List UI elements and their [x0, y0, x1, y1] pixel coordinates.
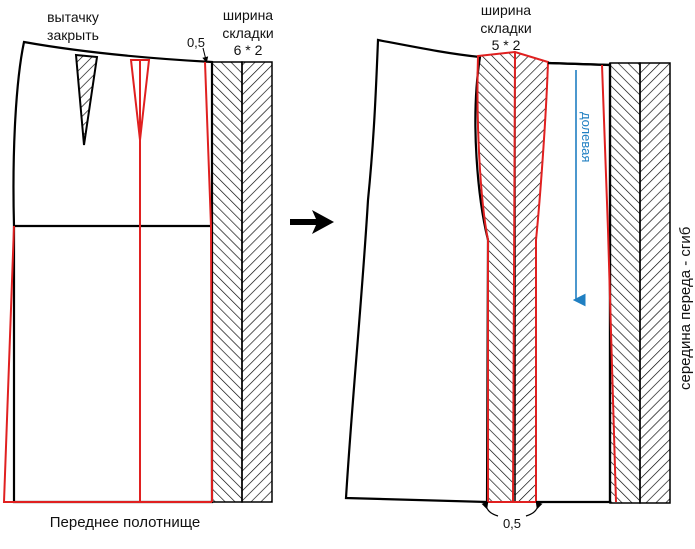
pleat-width-right-line1: ширина: [481, 2, 531, 18]
right-panel: [344, 38, 671, 517]
right-red-pleat-outline: [476, 50, 550, 503]
pleat-width-right-line3: 5 * 2: [492, 37, 521, 53]
right-arrow-icon: [290, 210, 334, 234]
right-panel-outline: [344, 38, 490, 504]
right-pleat-strip-1: [476, 51, 516, 503]
left-panel: [2, 40, 273, 504]
pleat-width-left-line3: 6 * 2: [234, 42, 263, 58]
right-middle-top: [547, 61, 611, 67]
center-front-fold-label: середина переда - сгиб: [677, 227, 694, 390]
left-pleat-strip-1: [211, 61, 243, 503]
close-dart-label-line1: вытачку: [47, 9, 99, 25]
left-red-side-line: [2, 225, 15, 503]
right-middle-piece: [536, 61, 612, 504]
right-cf-strip-2: [639, 62, 671, 504]
front-panel-caption: Переднее полотнище: [50, 514, 200, 531]
bottom-offset-arrow-right: [525, 501, 543, 517]
offset-bottom-label: 0,5: [503, 516, 521, 531]
right-pleat-strip-2: [514, 51, 549, 503]
left-pleat-strip-2: [241, 61, 273, 503]
left-red-offset-line: [204, 61, 213, 503]
pleat-width-right-line2: складки: [480, 20, 531, 36]
offset-top-label: 0,5: [187, 35, 205, 50]
pleat-width-left-line1: ширина: [223, 7, 273, 23]
right-red-pleat-axis: [512, 51, 516, 503]
left-panel-outline: [12, 40, 214, 504]
close-dart-label-line2: закрыть: [47, 27, 99, 43]
right-red-offset-line: [601, 64, 617, 503]
pleat-width-left-line2: складки: [222, 25, 273, 41]
left-offset-arrow: [202, 47, 209, 63]
bottom-offset-arrow-left: [481, 501, 499, 517]
grain-label: долевая: [579, 112, 594, 162]
left-dart-black: [74, 53, 99, 146]
